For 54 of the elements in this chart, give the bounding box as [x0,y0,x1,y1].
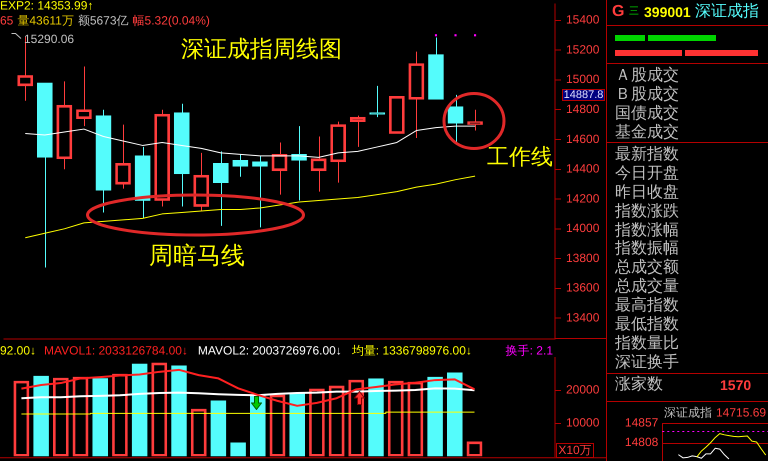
text: 工作线 [487,144,553,170]
y-tick-label: 14600 [566,132,600,146]
series-label: MAVOL1: 2033126784.00↓ [44,343,188,358]
text: 三 [629,6,639,17]
text: 指数振幅 [615,240,679,258]
text: 92.00↓ [0,343,36,358]
text: 最新指数 [615,146,679,163]
text: MAVOL2: 2003726976.00↓ [198,343,342,358]
text: 涨家数 [615,376,663,393]
y-tick-label: 15400 [566,12,600,27]
annotation: EXP2: 14353.99↑ [0,0,94,12]
y-tick-label: 14800 [566,102,600,116]
y-tick-label: 15000 [566,72,600,86]
text: 65 [0,13,14,28]
text: 深证成指 [695,3,759,20]
text: Ａ股成交 [615,67,679,84]
text: 最低指数 [615,316,679,333]
text: Ｂ股成交 [615,86,679,103]
y-tick-label: 14808 [624,435,659,450]
y-tick-label: 14000 [566,221,600,236]
text: 399001 [644,4,691,20]
text: 均量: 1336798976.00↓ [350,343,472,358]
y-tick-label: 13400 [566,310,600,324]
y-tick-label: 13600 [566,280,600,295]
y-tick-label: 10000 [566,416,600,430]
text: 换手: 2.1 [506,343,554,358]
y-tick-label: 20000 [566,382,600,397]
y-tick-label: 15200 [566,42,600,56]
text: 昨日收盘 [615,184,679,201]
text: 基金成交 [615,124,679,141]
text: 指数量比 [615,334,679,352]
text: 14715.69 [716,405,766,420]
text: 总成交额 [615,259,679,276]
text: 国债成交 [615,104,679,122]
text: 深证成指周线图 [181,35,342,62]
y-tick-label: 14400 [566,162,600,176]
text: 1570 [720,377,752,393]
annotation: 额5673亿 [78,13,129,28]
text: 今日开盘 [615,164,679,182]
text: 深证换手 [615,354,679,371]
text: 14887.8 [564,89,604,102]
series-label: 周暗马线 [149,242,245,270]
y-tick-label: 14857 [624,416,659,430]
y-tick-label: 13800 [566,250,600,265]
annotation: 量43611万 [17,13,74,28]
y-tick-label: 14200 [566,191,600,206]
text: G [612,3,624,20]
text: 指数涨跌 [615,202,679,220]
text: 指数涨幅 [615,222,679,239]
text: 最高指数 [615,297,679,314]
y-axis-title: X10万 [558,442,592,457]
chart-title: 深证成指 [664,405,712,420]
text: 总成交量 [615,278,679,296]
annotation: 幅5.32(0.04%) [132,13,210,28]
